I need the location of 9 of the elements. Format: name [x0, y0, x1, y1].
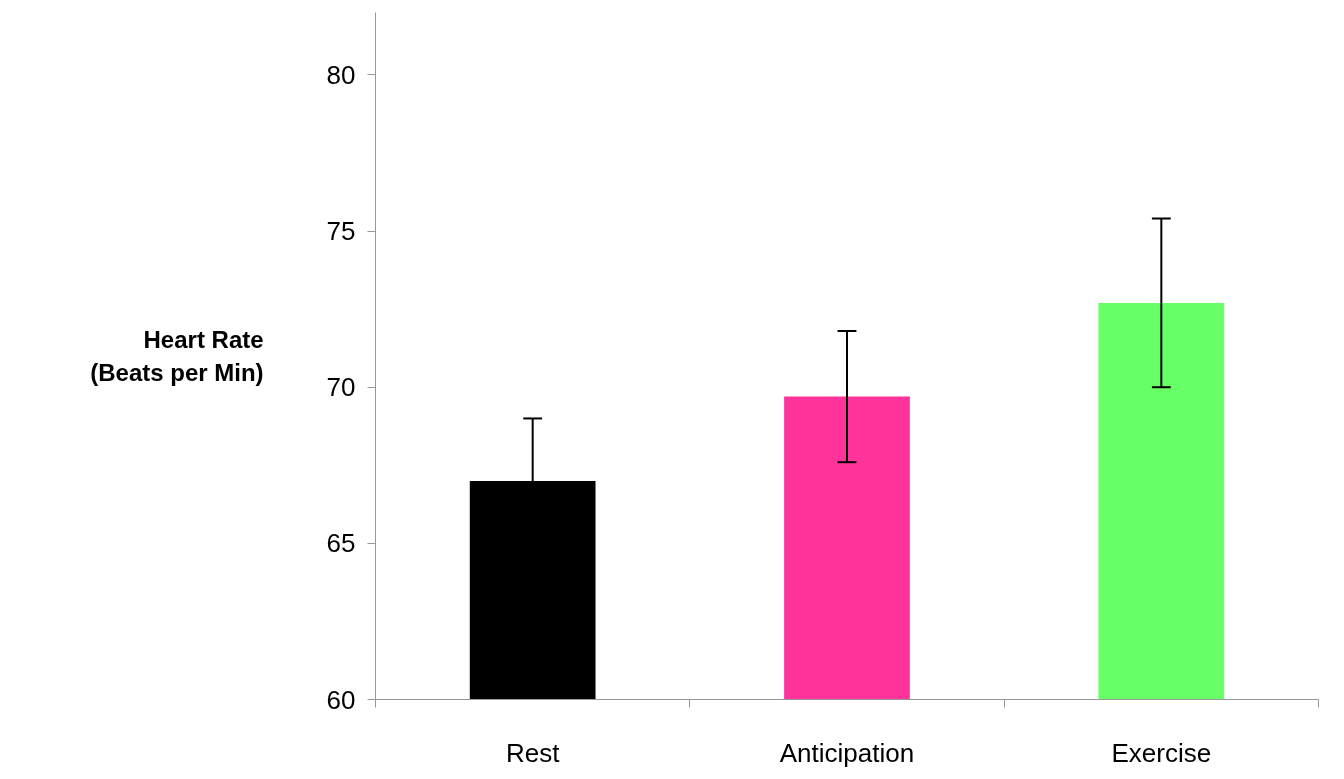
x-tick-label: Anticipation — [779, 737, 915, 768]
y-tick-label: 60 — [326, 684, 356, 715]
y-tick-label: 70 — [326, 372, 356, 403]
x-tick-label: Rest — [505, 737, 561, 768]
y-axis-title: Heart Rate (Beats per Min) — [90, 326, 264, 386]
y-tick-label: 75 — [326, 216, 356, 247]
y-tick-label: 80 — [326, 59, 356, 90]
y-tick-label: 65 — [326, 528, 356, 559]
x-tick-label: Exercise — [1111, 737, 1212, 768]
